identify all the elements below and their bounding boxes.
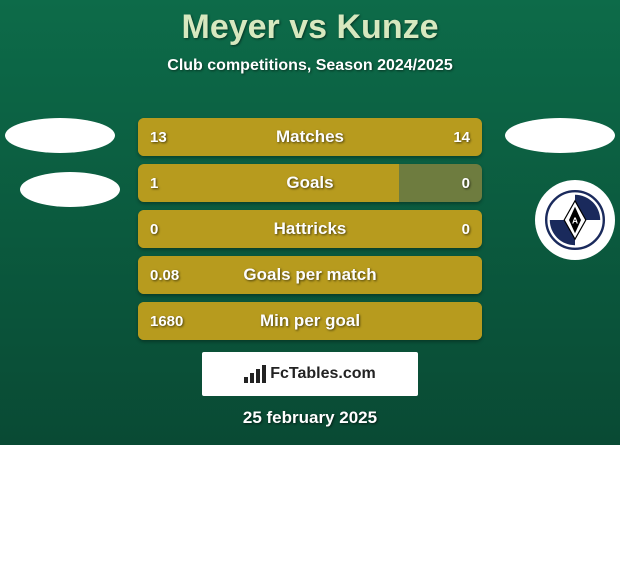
fctables-logo-icon xyxy=(244,365,266,383)
stat-right-value: 0 xyxy=(462,221,470,238)
fctables-branding[interactable]: FcTables.com xyxy=(202,352,418,396)
stat-left-value: 0.08 xyxy=(138,267,179,284)
page-title: Meyer vs Kunze xyxy=(0,0,620,47)
team-left-logo-2 xyxy=(20,172,120,207)
bielefeld-badge-icon: A xyxy=(545,190,605,250)
stat-left-value: 1680 xyxy=(138,313,183,330)
stat-left-value: 1 xyxy=(138,175,158,192)
fctables-label: FcTables.com xyxy=(270,365,376,383)
date-label: 25 february 2025 xyxy=(0,408,620,428)
svg-text:A: A xyxy=(572,216,578,226)
team-left-logo-1 xyxy=(5,118,115,153)
stat-row: 00Hattricks xyxy=(138,210,482,248)
team-right-logo-2: A xyxy=(535,180,615,260)
stat-right-value: 14 xyxy=(453,129,470,146)
stat-row: 0.08Goals per match xyxy=(138,256,482,294)
stat-right-value: 0 xyxy=(462,175,470,192)
stat-left-value: 13 xyxy=(138,129,167,146)
stats-container: 1314Matches10Goals00Hattricks0.08Goals p… xyxy=(138,118,482,348)
subtitle: Club competitions, Season 2024/2025 xyxy=(0,57,620,75)
stat-row: 10Goals xyxy=(138,164,482,202)
stat-row: 1680Min per goal xyxy=(138,302,482,340)
team-right-logo-1 xyxy=(505,118,615,153)
stat-left-bar: 1 xyxy=(138,164,399,202)
stat-left-bar: 1680 xyxy=(138,302,482,340)
comparison-card: Meyer vs Kunze Club competitions, Season… xyxy=(0,0,620,445)
stat-left-bar: 0 xyxy=(138,210,310,248)
stat-left-bar: 0.08 xyxy=(138,256,482,294)
stat-left-bar: 13 xyxy=(138,118,303,156)
stat-row: 1314Matches xyxy=(138,118,482,156)
stat-left-value: 0 xyxy=(138,221,158,238)
